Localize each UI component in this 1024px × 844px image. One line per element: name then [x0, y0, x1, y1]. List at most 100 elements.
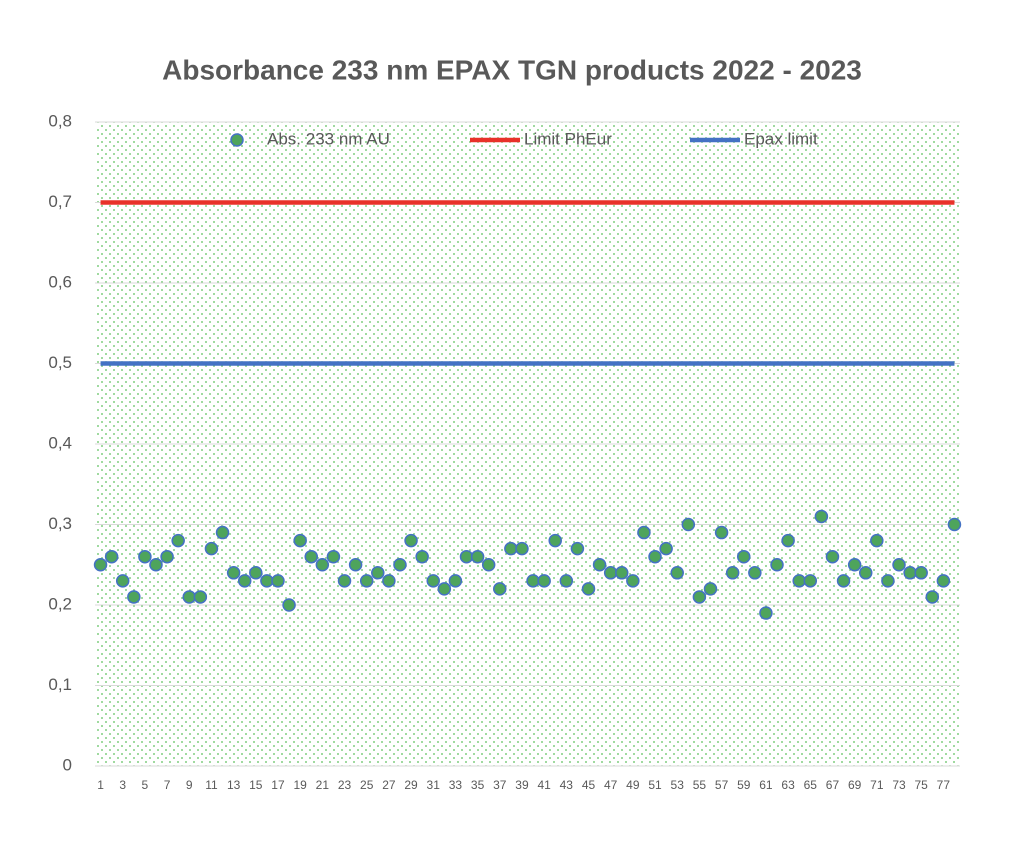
data-point [581, 582, 596, 596]
x-tick-label: 49 [626, 778, 640, 792]
data-point [703, 582, 718, 596]
y-tick-label: 0,8 [48, 111, 72, 130]
data-point [104, 549, 119, 564]
data-point [737, 549, 751, 564]
data-point [260, 574, 274, 588]
x-tick-label: 61 [759, 778, 773, 792]
data-point [692, 590, 707, 604]
data-point [337, 574, 352, 588]
x-tick-label: 17 [271, 778, 285, 792]
data-point [526, 574, 540, 588]
x-tick-label: 67 [826, 778, 840, 792]
data-point [781, 533, 795, 548]
data-point [149, 558, 163, 572]
data-point [204, 541, 219, 556]
x-tick-label: 43 [560, 778, 574, 792]
x-tick-label: 63 [781, 778, 795, 792]
data-point [648, 549, 662, 564]
x-tick-label: 25 [360, 778, 374, 792]
data-point [759, 606, 773, 620]
x-tick-label: 11 [205, 778, 218, 792]
data-point [371, 566, 385, 580]
data-point [215, 525, 230, 540]
x-tick-label: 45 [582, 778, 596, 792]
data-point [160, 549, 174, 564]
legend-label: Epax limit [744, 129, 818, 148]
x-tick-label: 31 [427, 778, 441, 792]
data-point [903, 566, 917, 580]
x-tick-label: 1 [97, 778, 104, 792]
x-tick-label: 35 [471, 778, 485, 792]
x-tick-label: 59 [737, 778, 751, 792]
data-point [570, 541, 585, 556]
data-point [348, 558, 363, 572]
data-point [892, 558, 906, 572]
data-point [493, 582, 507, 596]
data-point [393, 558, 407, 572]
x-tick-label: 77 [937, 778, 951, 792]
data-point [548, 533, 562, 548]
x-tick-label: 27 [382, 778, 396, 792]
legend-label: Limit PhEur [524, 129, 612, 148]
data-point [426, 574, 440, 588]
data-point [659, 541, 673, 556]
data-point [803, 574, 818, 588]
data-point [858, 566, 873, 580]
y-tick-label: 0,1 [48, 675, 72, 694]
data-point [626, 574, 640, 588]
data-point [603, 566, 618, 580]
data-point [814, 509, 829, 524]
x-tick-label: 75 [915, 778, 929, 792]
y-tick-label: 0,6 [48, 272, 72, 291]
data-point [825, 549, 840, 564]
data-point [382, 574, 396, 588]
data-point [359, 574, 374, 588]
data-point [326, 549, 341, 564]
data-point [714, 525, 729, 540]
data-point [171, 533, 185, 548]
data-point [881, 574, 895, 588]
data-point [925, 590, 940, 604]
data-point [304, 549, 318, 564]
data-point [770, 558, 784, 572]
x-tick-label: 19 [293, 778, 307, 792]
x-tick-label: 65 [804, 778, 818, 792]
data-point [504, 541, 518, 556]
data-point [792, 574, 806, 588]
x-tick-label: 71 [870, 778, 884, 792]
data-point [448, 574, 463, 588]
data-point [315, 558, 330, 572]
legend-marker [230, 133, 244, 147]
y-tick-label: 0,7 [48, 192, 72, 211]
data-point [249, 566, 263, 580]
data-point [237, 574, 252, 588]
data-point [681, 517, 696, 532]
data-point [914, 566, 928, 580]
data-point [748, 566, 762, 580]
x-tick-label: 3 [119, 778, 126, 792]
x-tick-label: 73 [892, 778, 906, 792]
x-tick-label: 69 [848, 778, 862, 792]
x-tick-label: 9 [186, 778, 193, 792]
y-tick-label: 0,2 [48, 594, 72, 613]
data-point [127, 590, 141, 604]
x-tick-label: 13 [227, 778, 241, 792]
data-point [947, 517, 962, 532]
data-point [725, 566, 740, 580]
data-point [271, 574, 285, 588]
x-tick-label: 55 [693, 778, 707, 792]
x-tick-label: 53 [671, 778, 685, 792]
y-tick-label: 0,5 [48, 353, 72, 372]
data-point [293, 533, 307, 548]
y-tick-label: 0,3 [48, 514, 72, 533]
x-tick-label: 47 [604, 778, 618, 792]
x-tick-label: 57 [715, 778, 729, 792]
chart-title: Absorbance 233 nm EPAX TGN products 2022… [162, 54, 862, 85]
data-point [615, 566, 629, 580]
data-point [93, 558, 108, 572]
y-tick-label: 0 [63, 755, 72, 774]
data-point [282, 598, 296, 612]
x-tick-label: 41 [537, 778, 551, 792]
y-tick-label: 0,4 [48, 433, 72, 452]
